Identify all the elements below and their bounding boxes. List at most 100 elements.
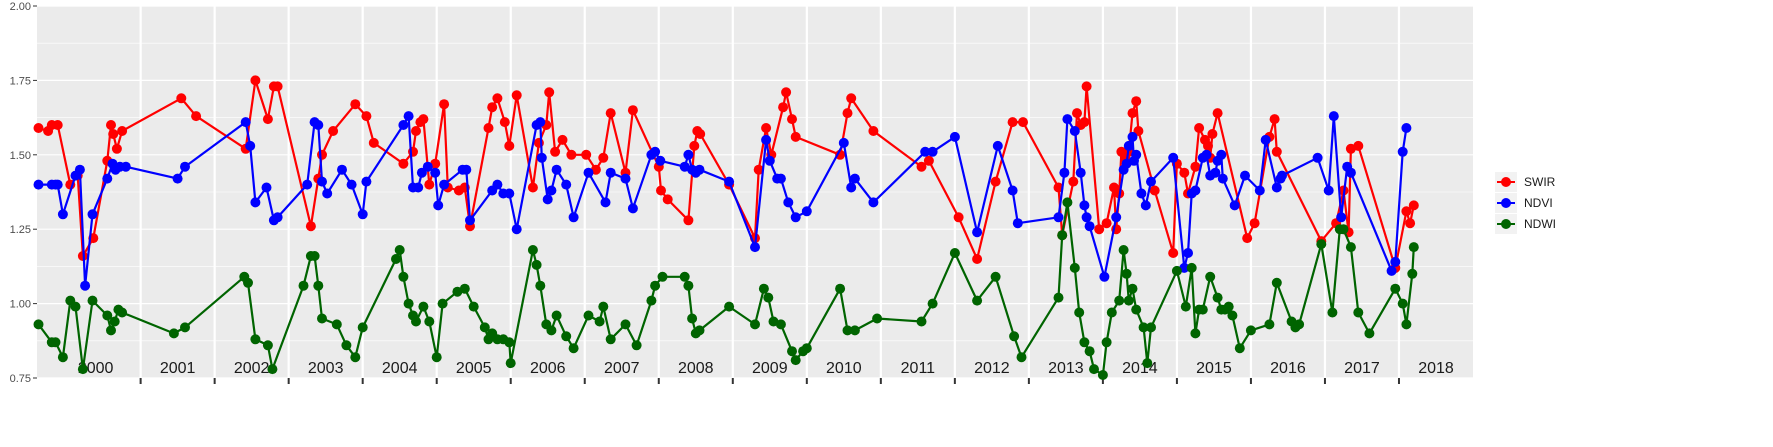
ndwi-point bbox=[527, 245, 538, 255]
ndvi-point bbox=[1127, 131, 1138, 142]
ndwi-point bbox=[531, 259, 542, 270]
ndvi-point bbox=[846, 182, 857, 193]
ndvi-point bbox=[1075, 167, 1086, 178]
ndwi-point bbox=[605, 334, 616, 345]
swir-point bbox=[33, 123, 44, 133]
ndwi-point bbox=[431, 352, 442, 363]
swir-point bbox=[1203, 140, 1213, 151]
y-tick-label: 1.75 bbox=[10, 75, 31, 87]
ndwi-point bbox=[972, 295, 983, 306]
swir-point bbox=[1212, 108, 1223, 119]
ndvi-point bbox=[1059, 167, 1070, 178]
ndwi-point bbox=[391, 254, 401, 264]
swir-point bbox=[1081, 81, 1092, 92]
ndvi-point bbox=[57, 209, 68, 220]
swir-point bbox=[1131, 96, 1142, 107]
swir-point bbox=[368, 137, 379, 148]
legend-key-swir bbox=[1501, 177, 1511, 187]
swir-point bbox=[753, 164, 764, 175]
y-tick-label: 1.50 bbox=[10, 150, 31, 162]
ndwi-point bbox=[1223, 301, 1234, 312]
ndvi-point bbox=[511, 224, 522, 235]
ndwi-point bbox=[1245, 325, 1256, 336]
ndvi-point bbox=[849, 173, 860, 184]
ndvi-point bbox=[949, 131, 960, 142]
ndvi-point bbox=[1201, 149, 1212, 160]
swir-point bbox=[683, 215, 694, 226]
swir-point bbox=[627, 105, 638, 116]
swir-point bbox=[1168, 248, 1179, 258]
ndwi-point bbox=[561, 331, 572, 342]
ndwi-point bbox=[313, 280, 324, 291]
ndvi-point bbox=[322, 188, 333, 199]
ndwi-point bbox=[683, 280, 694, 291]
ndwi-point bbox=[1316, 239, 1327, 250]
ndvi-point bbox=[1007, 185, 1018, 196]
ndvi-point bbox=[1053, 212, 1064, 223]
ndvi-point bbox=[317, 176, 327, 187]
ndwi-point bbox=[1327, 307, 1338, 318]
swir-point bbox=[868, 126, 879, 136]
ndwi-point bbox=[758, 283, 769, 294]
ndwi-point bbox=[1294, 319, 1305, 330]
ndwi-point bbox=[1353, 307, 1364, 318]
ndvi-point bbox=[1216, 149, 1227, 160]
ndvi-point bbox=[398, 120, 409, 130]
ndwi-point bbox=[1097, 370, 1108, 380]
ndwi-point bbox=[1271, 277, 1282, 288]
ndwi-point bbox=[1212, 292, 1223, 303]
ndvi-point bbox=[992, 140, 1003, 151]
ndvi-point bbox=[87, 209, 98, 220]
ndwi-point bbox=[57, 352, 68, 363]
swir-point bbox=[656, 185, 666, 196]
ndwi-point bbox=[990, 271, 1001, 282]
swir-point bbox=[581, 149, 592, 160]
y-tick-label: 0.75 bbox=[10, 373, 31, 385]
swir-point bbox=[550, 146, 561, 157]
swir-point bbox=[350, 99, 361, 110]
ndvi-point bbox=[1012, 218, 1023, 229]
ndwi-point bbox=[1390, 283, 1401, 294]
ndvi-point bbox=[1123, 140, 1134, 151]
swir-point bbox=[778, 102, 789, 113]
ndwi-point bbox=[309, 251, 320, 261]
ndwi-point bbox=[631, 340, 642, 351]
ndvi-point bbox=[1254, 185, 1265, 196]
swir-point bbox=[761, 123, 772, 133]
ndvi-point bbox=[1345, 167, 1356, 178]
ndvi-point bbox=[775, 173, 786, 184]
ndwi-point bbox=[657, 271, 668, 282]
ndwi-point bbox=[102, 310, 113, 321]
ndwi-point bbox=[1057, 230, 1068, 241]
swir-point bbox=[176, 93, 187, 104]
y-tick-label: 1.00 bbox=[10, 299, 31, 311]
ndwi-point bbox=[620, 319, 631, 330]
ndwi-point bbox=[77, 364, 88, 375]
ndwi-point bbox=[350, 352, 361, 363]
swir-point bbox=[990, 176, 1001, 187]
y-axis: 0.75 1.00 1.25 1.50 1.75 2.00 bbox=[10, 1, 37, 385]
ndwi-point bbox=[109, 316, 120, 327]
ndwi-point bbox=[949, 248, 960, 258]
ndwi-point bbox=[750, 319, 760, 330]
swir-point bbox=[1053, 182, 1064, 193]
swir-point bbox=[1079, 117, 1090, 128]
year-label: 2017 bbox=[1344, 360, 1380, 377]
swir-point bbox=[328, 126, 339, 136]
year-label: 2007 bbox=[604, 360, 640, 377]
ndvi-point bbox=[346, 179, 357, 190]
ndwi-point bbox=[1106, 307, 1117, 318]
ndwi-point bbox=[479, 322, 490, 333]
ndvi-point bbox=[465, 215, 475, 226]
ndwi-point bbox=[1205, 271, 1216, 282]
ndvi-point bbox=[650, 146, 661, 157]
ndwi-point bbox=[694, 325, 705, 336]
ndvi-point bbox=[1111, 212, 1122, 223]
ndwi-point bbox=[1180, 301, 1191, 312]
ndvi-point bbox=[313, 120, 324, 130]
ndwi-point bbox=[1131, 304, 1142, 315]
swir-point bbox=[662, 194, 673, 205]
ndwi-point bbox=[842, 325, 853, 336]
ndwi-point bbox=[1186, 262, 1197, 273]
